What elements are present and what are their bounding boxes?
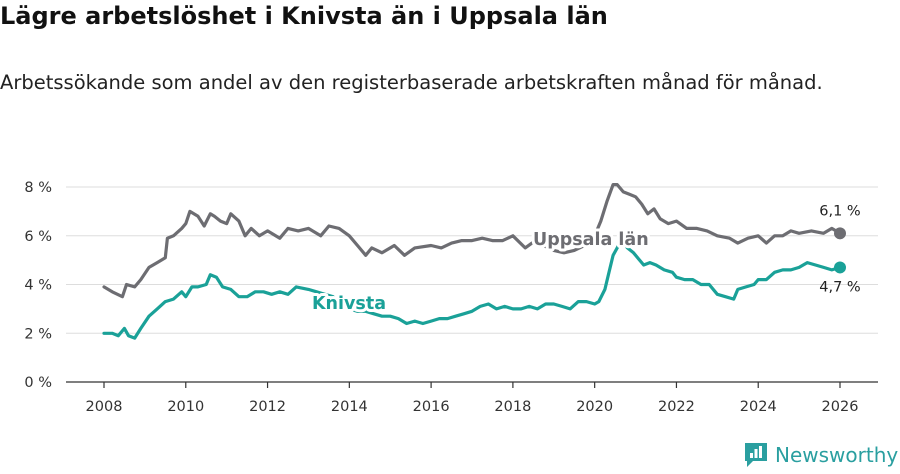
- x-tick-label: 2026: [822, 399, 859, 415]
- series-line-uppsala-l-n: [102, 183, 842, 299]
- chart-title: Lägre arbetslöshet i Knivsta än i Uppsal…: [0, 2, 608, 30]
- end-value-label: 6,1 %: [819, 203, 860, 219]
- series-label-uppsala-l-n: Uppsala län: [533, 230, 649, 250]
- x-tick-label: 2012: [249, 399, 286, 415]
- y-tick-label: 2 %: [24, 326, 52, 342]
- x-tick-label: 2018: [494, 399, 531, 415]
- series-label-knivsta: Knivsta: [312, 294, 386, 314]
- chart-subtitle: Arbetssökande som andel av den registerb…: [0, 71, 823, 94]
- y-tick-label: 6 %: [24, 229, 52, 245]
- end-point-marker: [834, 261, 846, 274]
- x-tick-label: 2008: [86, 399, 123, 415]
- x-tick-label: 2024: [740, 399, 777, 415]
- brand-logo: Newsworthy: [744, 440, 898, 470]
- x-tick-label: 2010: [167, 399, 204, 415]
- y-tick-label: 0 %: [24, 375, 52, 391]
- x-tick-label: 2020: [576, 399, 613, 415]
- newsworthy-logo-icon: [744, 442, 768, 468]
- x-tick-label: 2022: [658, 399, 695, 415]
- end-point-marker: [834, 227, 846, 240]
- y-tick-label: 4 %: [24, 278, 52, 294]
- end-value-label: 4,7 %: [819, 279, 860, 295]
- series-line-knivsta: [102, 239, 842, 340]
- brand-name: Newsworthy: [775, 443, 899, 467]
- y-tick-label: 8 %: [24, 180, 52, 196]
- x-tick-label: 2016: [413, 399, 450, 415]
- x-tick-label: 2014: [331, 399, 368, 415]
